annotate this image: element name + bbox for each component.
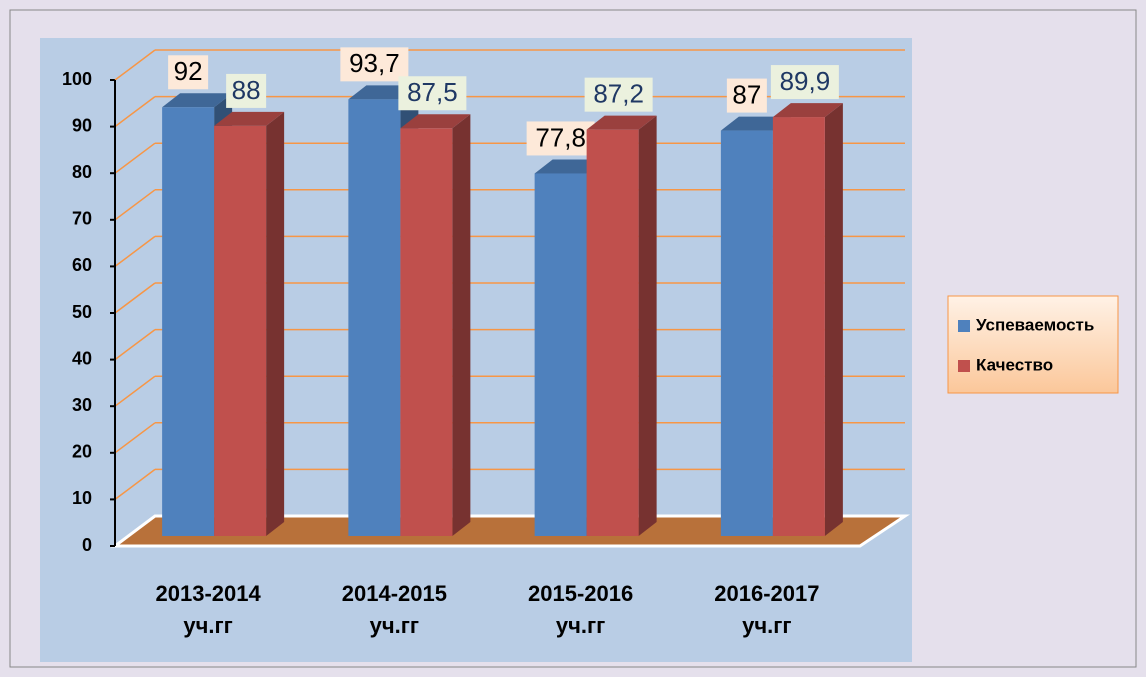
x-tick-label: 2013-2014 уч.гг [155,581,261,638]
bar [400,114,471,536]
legend-label: Качество [976,355,1053,374]
legend-label: Успеваемость [976,315,1094,334]
bar-side [824,103,843,536]
bar-top [162,93,233,108]
y-tick-label: 90 [72,115,92,135]
value-label: 77,8 [535,122,586,152]
bar [214,111,285,537]
bar-side [452,114,471,536]
y-tick-label: 70 [72,209,92,229]
grid-line [114,49,156,81]
bar-front [720,130,773,536]
bar-top [214,111,285,126]
value-label-box [340,47,409,82]
grid-line [114,468,156,500]
value-label: 87,2 [593,79,644,109]
bar-top [772,103,843,118]
grid-line [114,235,156,267]
bar-front [400,128,453,536]
bar-side [638,115,657,536]
grid-line [114,189,156,221]
value-label: 89,9 [780,66,831,96]
bar-top [400,114,471,129]
legend-swatch [958,320,970,332]
y-tick-label: 20 [72,442,92,462]
value-label: 93,7 [349,48,400,78]
value-label-box [168,55,209,90]
value-label-box [226,73,267,108]
legend-swatch [958,360,970,372]
value-label: 87 [732,79,761,109]
bar-front [162,107,215,536]
value-label: 87,5 [407,77,458,107]
value-label-box [398,76,467,111]
y-tick-label: 100 [62,69,92,89]
bar-front [586,129,639,536]
y-tick-label: 80 [72,162,92,182]
grid-line [114,375,156,407]
y-tick-label: 0 [82,535,92,555]
value-label-box [770,65,839,100]
legend-box [947,295,1119,394]
y-tick-label: 60 [72,255,92,275]
bar-front [348,99,401,536]
y-tick-label: 30 [72,395,92,415]
grid-line [114,422,156,454]
y-tick-label: 50 [72,302,92,322]
bar-side [266,111,285,537]
value-label-box [526,121,595,156]
grid-line [114,142,156,174]
x-tick-label: 2016-2017 уч.гг [714,581,820,638]
value-label: 88 [232,75,261,105]
y-tick-label: 40 [72,348,92,368]
y-tick-label: 10 [72,488,92,508]
bar [772,103,843,536]
bar-front [214,125,267,537]
bar-front [534,173,587,536]
floor [110,514,910,548]
value-label: 92 [174,56,203,86]
value-label-box [726,78,767,113]
value-label-box [584,77,653,112]
grid-line [114,329,156,361]
bar [586,115,657,536]
grid-line [114,95,156,128]
x-tick-label: 2015-2016 уч.гг [528,581,634,638]
bar-front [772,117,825,536]
x-tick-label: 2014-2015 уч.гг [341,581,447,638]
bar-top [586,115,657,130]
grid-line [114,282,156,314]
